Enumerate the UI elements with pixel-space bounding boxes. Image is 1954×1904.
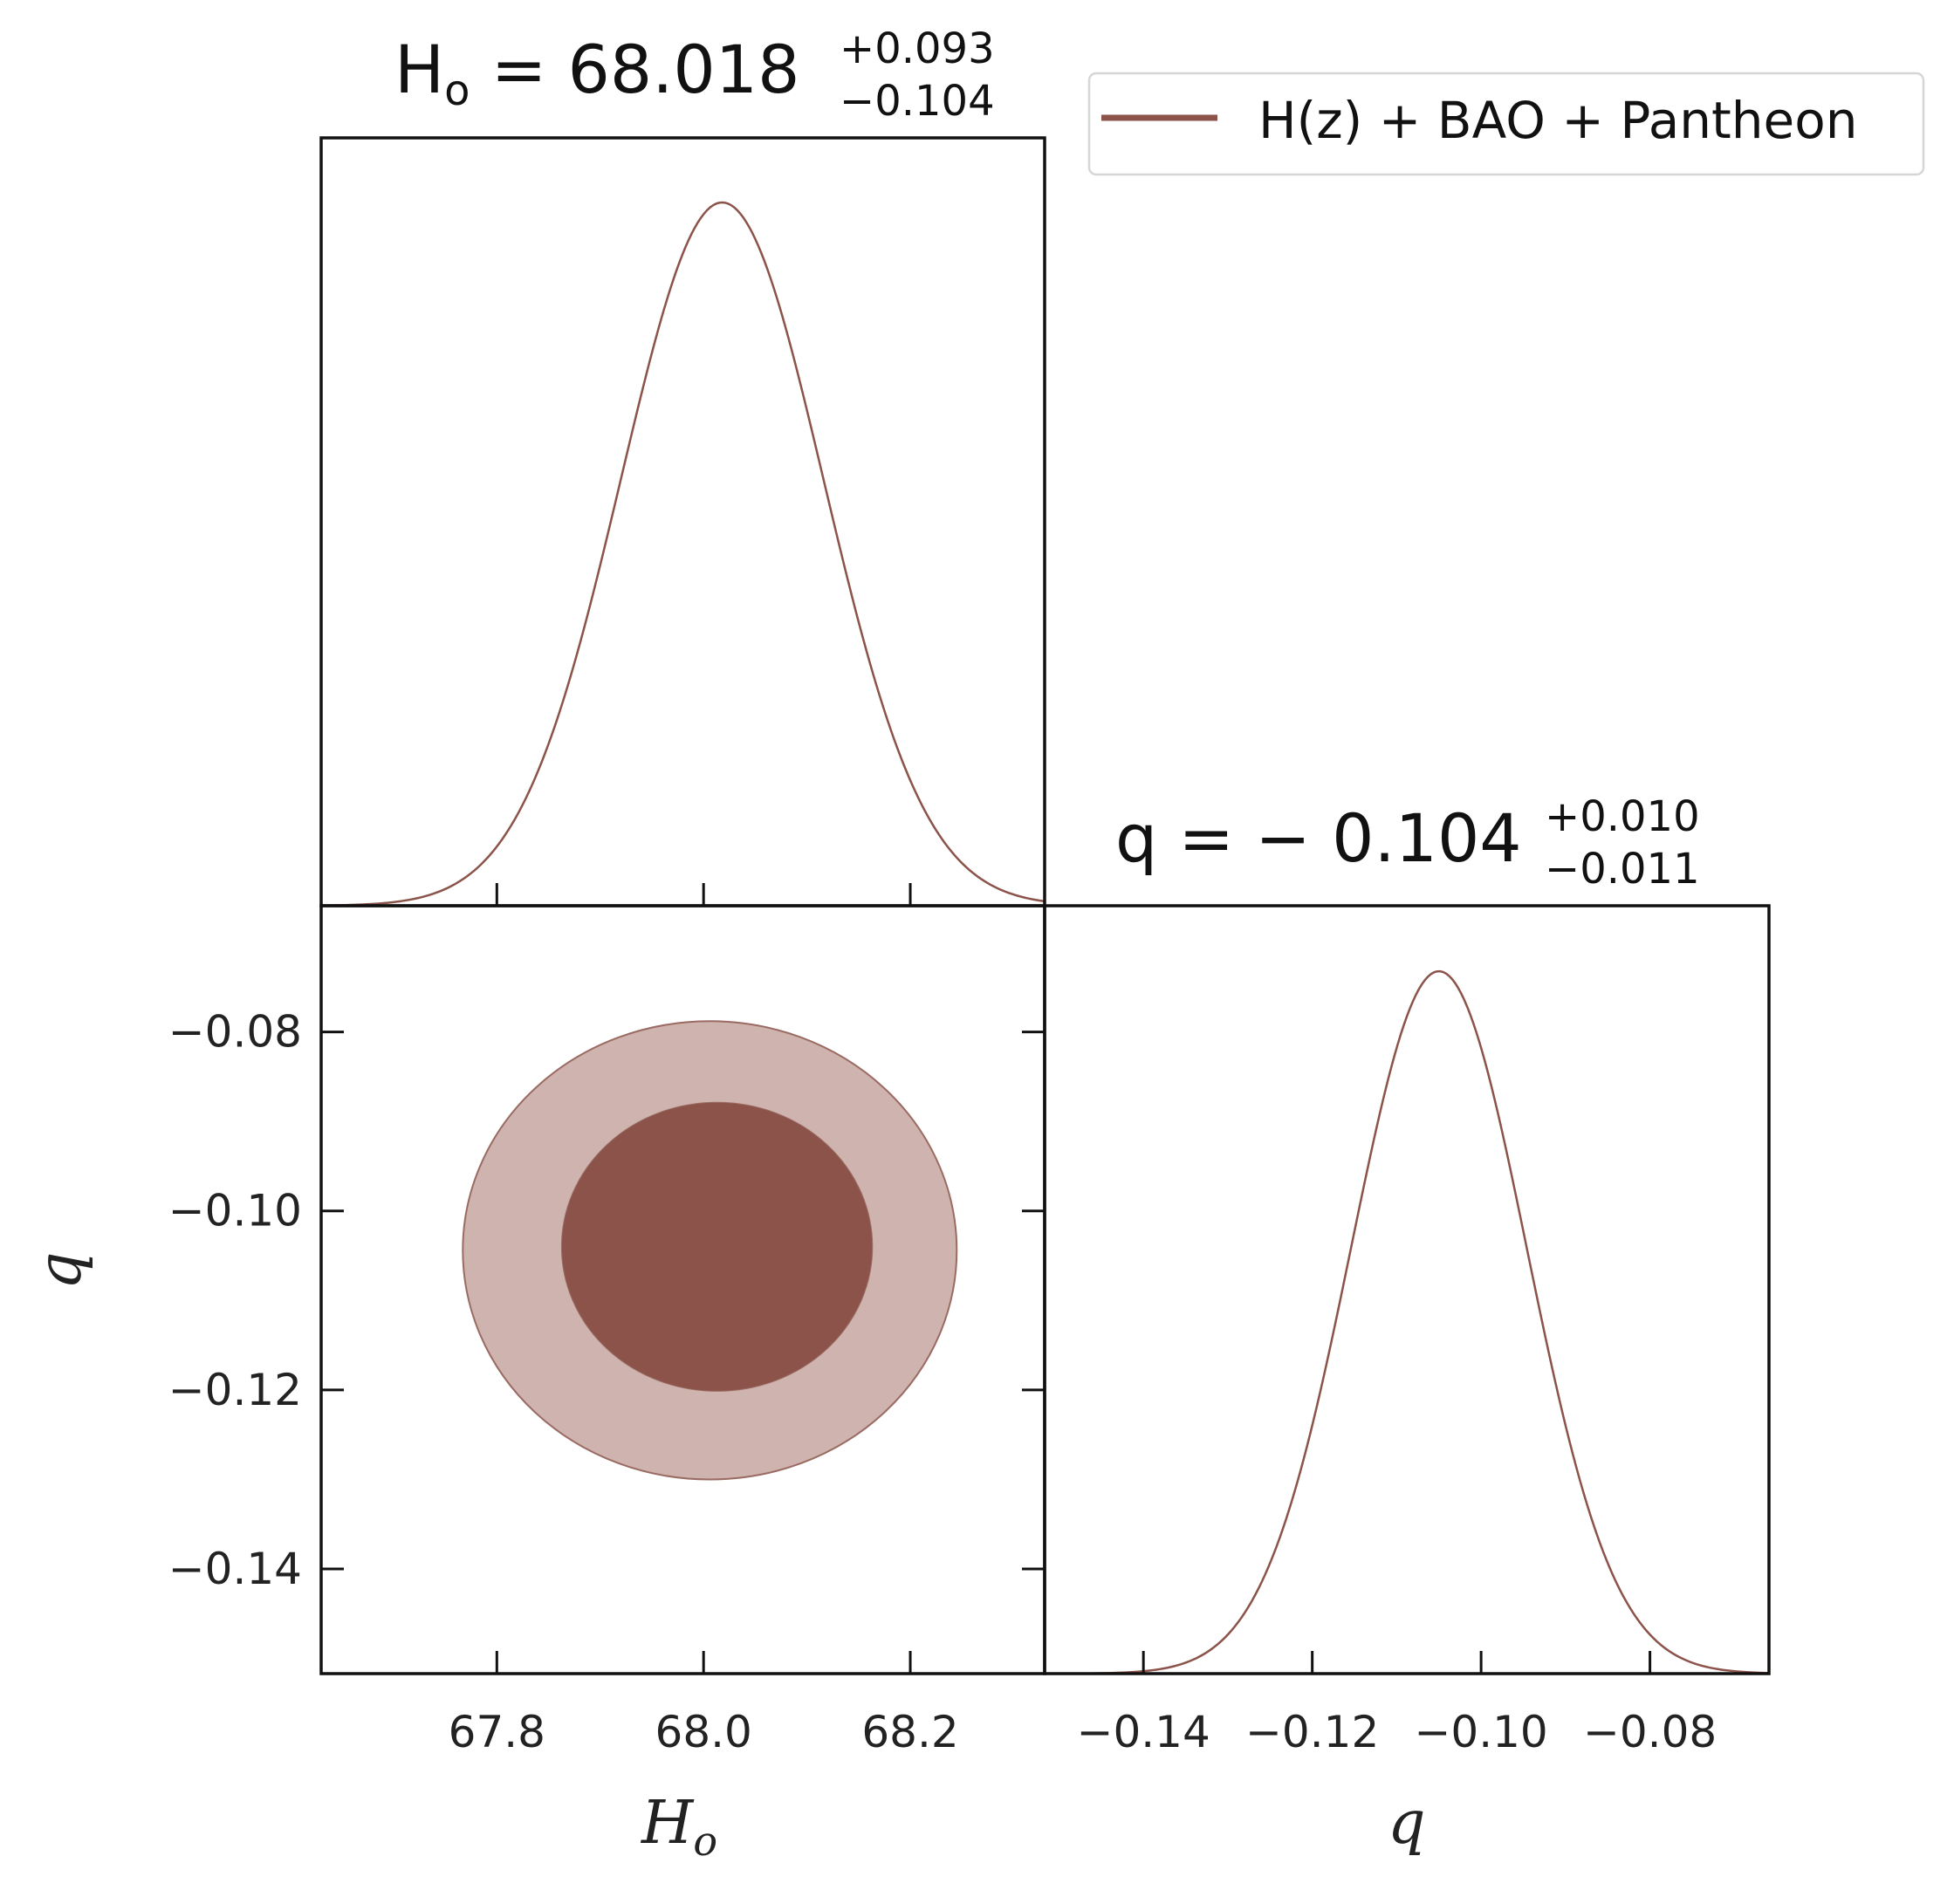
q-title-lower-error: −0.011 xyxy=(1545,845,1700,894)
joint-y-tick-label: −0.08 xyxy=(168,1007,302,1058)
svg-text:Ho = 68.018: Ho = 68.018 xyxy=(394,31,799,115)
h0-title-value: = 68.018 xyxy=(470,31,800,108)
joint-y-tick-label: −0.12 xyxy=(168,1365,302,1415)
joint-x-tick-label: 68.0 xyxy=(655,1707,752,1757)
h0-title-upper-error: +0.093 xyxy=(840,24,995,73)
marginal-curves xyxy=(320,201,1770,1675)
q-panel-title: q = − 0.104 +0.010 −0.011 xyxy=(1115,792,1700,894)
h0-panel-title: Ho = 68.018 +0.093 −0.104 xyxy=(394,24,995,126)
q-marginal-x-tick-label: −0.14 xyxy=(1077,1707,1210,1757)
h0-x-axis-label-subscript: o xyxy=(693,1818,717,1865)
joint-x-tick-label: 67.8 xyxy=(449,1707,545,1757)
h0-title-lower-error: −0.104 xyxy=(840,77,995,126)
h0-x-axis-label: Ho xyxy=(640,1789,717,1865)
q-marginal-x-tick-label: −0.12 xyxy=(1245,1707,1379,1757)
svg-text:q = − 0.104: q = − 0.104 xyxy=(1115,799,1522,877)
joint-y-tick-label: −0.10 xyxy=(168,1186,302,1236)
h0-title-subscript: o xyxy=(444,66,470,115)
axis-ticks: 67.8 68.0 68.2 −0.14 −0.12 −0.10 −0.08 −0.08 −0.… xyxy=(168,883,1717,1757)
q-y-axis-label: q xyxy=(26,1251,95,1290)
h0-x-axis-label-main: H xyxy=(640,1789,695,1858)
q-marginal-x-tick-label: −0.08 xyxy=(1583,1707,1717,1757)
joint-posterior-contours xyxy=(462,1020,958,1481)
joint-y-tick-label: −0.14 xyxy=(168,1544,302,1594)
h0-posterior-curve xyxy=(320,201,1046,907)
q-title-value: = − 0.104 xyxy=(1157,799,1521,877)
q-title-symbol: q xyxy=(1115,799,1157,877)
joint-x-tick-label: 68.2 xyxy=(861,1707,958,1757)
h0-title-symbol: H xyxy=(394,31,444,108)
q-marginal-x-tick-label: −0.10 xyxy=(1415,1707,1548,1757)
legend-box xyxy=(1087,72,1925,176)
legend-label: H(z) + BAO + Pantheon xyxy=(1258,91,1857,150)
contour-1sigma xyxy=(560,1101,874,1392)
q-title-upper-error: +0.010 xyxy=(1545,792,1700,841)
q-x-axis-label: q xyxy=(1388,1789,1426,1858)
q-posterior-curve xyxy=(1044,969,1770,1675)
panel-q-marginal-frame xyxy=(1043,904,1771,1675)
legend: H(z) + BAO + Pantheon xyxy=(1087,72,1925,176)
